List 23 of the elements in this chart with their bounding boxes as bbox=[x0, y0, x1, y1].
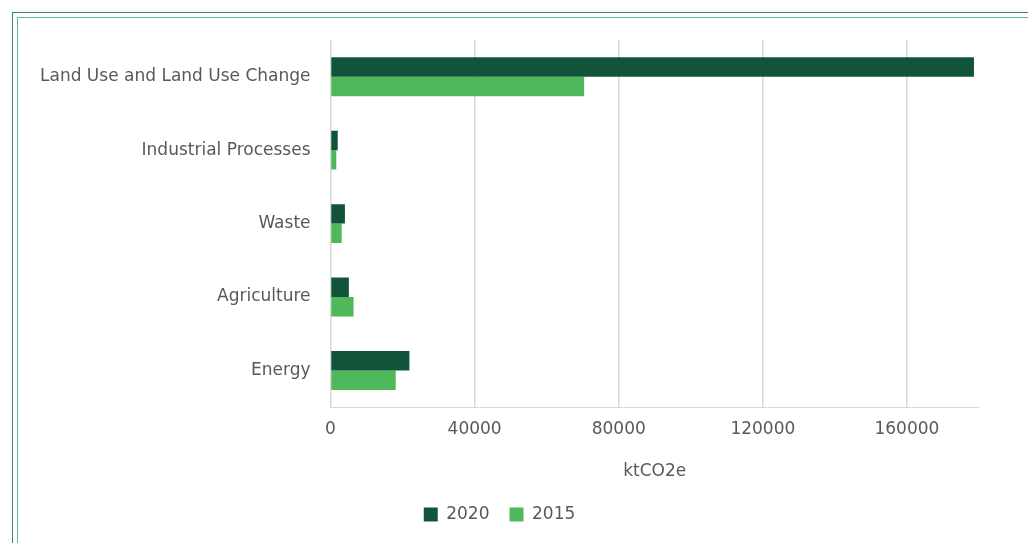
y-tick-label: Waste bbox=[258, 212, 311, 233]
bar bbox=[331, 297, 354, 317]
bar bbox=[331, 204, 345, 224]
bar bbox=[331, 57, 974, 77]
x-tick-label: 40000 bbox=[447, 417, 502, 438]
bar bbox=[331, 130, 338, 151]
legend-label: 2020 bbox=[446, 502, 490, 523]
bar bbox=[331, 277, 349, 298]
y-tick-label: Land Use and Land Use Change bbox=[40, 65, 311, 86]
y-tick-label: Agriculture bbox=[217, 285, 311, 306]
bar bbox=[331, 223, 342, 244]
bar bbox=[331, 76, 585, 97]
legend-label: 2015 bbox=[532, 502, 576, 523]
bar bbox=[331, 370, 396, 390]
x-tick-label: 120000 bbox=[730, 417, 796, 438]
bar bbox=[331, 351, 410, 371]
y-tick-label: Industrial Processes bbox=[141, 138, 311, 159]
bar bbox=[331, 150, 337, 170]
y-tick-label: Energy bbox=[250, 358, 311, 379]
x-tick-label: 0 bbox=[325, 417, 336, 438]
x-tick-label: 80000 bbox=[591, 417, 646, 438]
x-axis-title: ktCO2e bbox=[623, 460, 687, 481]
x-tick-label: 160000 bbox=[874, 417, 940, 438]
